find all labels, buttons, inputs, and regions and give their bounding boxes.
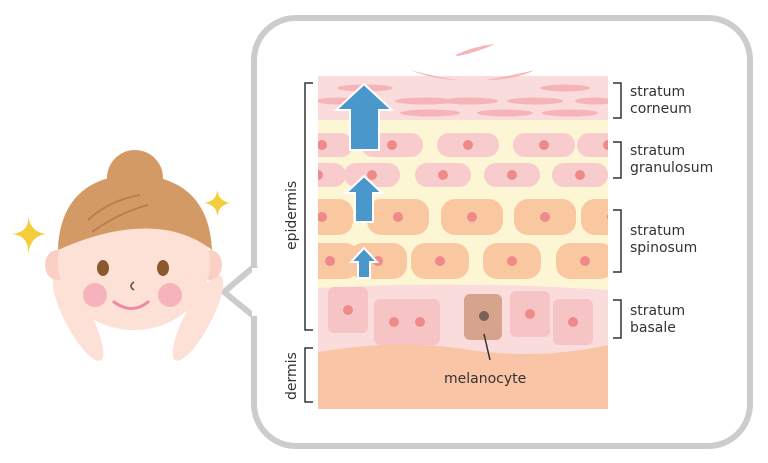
cell-nucleus [507,256,517,266]
girl-illustration [12,150,230,361]
nose [130,281,135,291]
stratum-spinosum-label: stratum spinosum [630,223,697,256]
dermis-label: dermis [284,352,300,400]
left-cheek [83,283,107,307]
right-hand [172,275,224,361]
corneum-cells [318,84,608,117]
cell-nucleus [318,212,327,222]
cell-nucleus [438,170,448,180]
cell-nucleus [393,212,403,222]
cell-nucleus [467,212,477,222]
cell-nucleus [343,305,353,315]
up-arrow-icon [333,82,395,279]
cell [577,133,608,157]
cell-nucleus [580,256,590,266]
epidermis-label: epidermis [284,181,300,250]
dermis-bracket [304,347,313,403]
cell-nucleus [507,170,517,180]
melanocyte-label: melanocyte [444,371,526,387]
stratum-basale-label: stratum basale [630,303,685,336]
cell-nucleus [607,214,608,220]
cell-nucleus [525,309,535,319]
sparkle-icon [12,215,46,255]
cell-nucleus [435,256,445,266]
cell-nucleus [373,256,383,266]
cell [581,199,608,235]
cell-nucleus [389,317,399,327]
basale-cells [328,287,593,345]
cell-nucleus [325,256,335,266]
hair [58,175,212,250]
skin-cross-section [318,76,608,409]
cell-nucleus [568,317,578,327]
cell-nucleus [318,170,323,180]
cell [318,199,353,235]
epidermis-bracket [304,82,313,331]
melanocyte-pointer [483,333,491,361]
cell-nucleus [387,140,397,150]
stratum-granulosum-label: stratum granulosum [630,143,713,176]
right-eye [157,260,169,276]
left-eye [97,260,109,276]
dermis-layer [318,344,608,409]
shedding-cells [410,44,535,80]
cell-nucleus [540,212,550,222]
cell-nucleus [575,170,585,180]
cell-nucleus [603,140,608,150]
layer-brackets [613,82,622,339]
cell-nucleus [539,140,549,150]
cell [318,163,346,187]
smile [112,300,150,310]
cell [318,243,359,279]
cell-nucleus [367,170,377,180]
sparkle-icon [204,188,230,218]
right-cheek [158,283,182,307]
cell-nucleus [415,317,425,327]
cell-nucleus [318,140,327,150]
cell [318,133,353,157]
left-hand [52,275,104,361]
cell-nucleus [463,140,473,150]
stratum-corneum-label: stratum corneum [630,84,692,117]
melanocyte-nucleus [479,311,489,321]
